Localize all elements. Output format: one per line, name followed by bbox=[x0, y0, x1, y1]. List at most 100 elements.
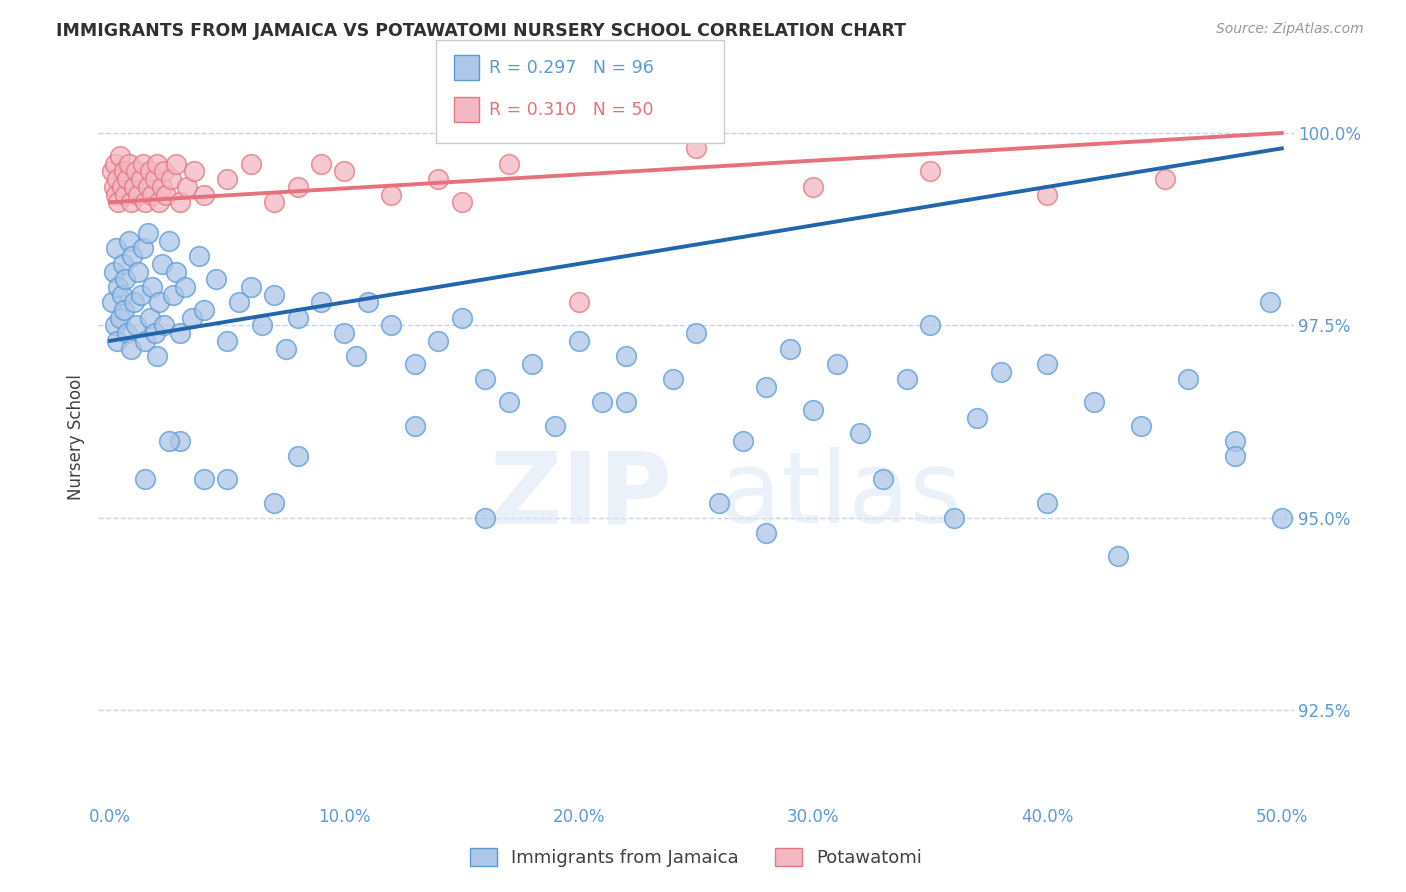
Point bbox=[105, 242, 128, 256]
Point bbox=[129, 287, 152, 301]
Point bbox=[755, 526, 778, 541]
Point bbox=[121, 249, 143, 263]
Point bbox=[120, 342, 142, 356]
Point bbox=[148, 295, 170, 310]
Point bbox=[801, 179, 824, 194]
Point bbox=[709, 495, 731, 509]
Point bbox=[825, 357, 848, 371]
Point bbox=[217, 472, 239, 486]
Point bbox=[153, 164, 176, 178]
Point bbox=[101, 295, 124, 310]
Point bbox=[685, 141, 707, 155]
Point bbox=[155, 187, 177, 202]
Point bbox=[1271, 511, 1294, 525]
Point bbox=[103, 179, 125, 194]
Point bbox=[118, 234, 141, 248]
Point bbox=[309, 295, 332, 310]
Point bbox=[146, 157, 169, 171]
Point bbox=[141, 280, 163, 294]
Point bbox=[176, 179, 198, 194]
Point bbox=[217, 334, 239, 348]
Point bbox=[120, 195, 142, 210]
Point bbox=[125, 164, 148, 178]
Point bbox=[139, 310, 162, 325]
Text: R = 0.297   N = 96: R = 0.297 N = 96 bbox=[489, 59, 654, 77]
Point bbox=[111, 179, 134, 194]
Point bbox=[160, 172, 183, 186]
Point bbox=[263, 195, 285, 210]
Point bbox=[217, 172, 239, 186]
Point bbox=[141, 187, 163, 202]
Text: Source: ZipAtlas.com: Source: ZipAtlas.com bbox=[1216, 22, 1364, 37]
Point bbox=[755, 380, 778, 394]
Point bbox=[165, 264, 187, 278]
Point bbox=[181, 310, 204, 325]
Point bbox=[115, 326, 138, 340]
Point bbox=[114, 272, 136, 286]
Point bbox=[872, 472, 894, 486]
Point bbox=[193, 472, 215, 486]
Point bbox=[357, 295, 380, 310]
Point bbox=[153, 318, 176, 333]
Point bbox=[614, 349, 637, 363]
Point bbox=[404, 418, 426, 433]
Point bbox=[239, 157, 262, 171]
Point bbox=[105, 334, 128, 348]
Point bbox=[112, 303, 135, 318]
Point bbox=[112, 257, 135, 271]
Point bbox=[380, 187, 402, 202]
Point bbox=[614, 395, 637, 409]
Point bbox=[169, 195, 191, 210]
Point bbox=[498, 157, 520, 171]
Point bbox=[1083, 395, 1105, 409]
Point bbox=[263, 495, 285, 509]
Point bbox=[474, 511, 496, 525]
Point bbox=[169, 434, 191, 448]
Point bbox=[174, 280, 197, 294]
Point bbox=[150, 179, 173, 194]
Point bbox=[105, 172, 128, 186]
Point bbox=[498, 395, 520, 409]
Point bbox=[146, 349, 169, 363]
Point bbox=[157, 234, 180, 248]
Point bbox=[165, 157, 187, 171]
Point bbox=[108, 149, 131, 163]
Point bbox=[239, 280, 262, 294]
Point bbox=[333, 164, 356, 178]
Point bbox=[1258, 295, 1281, 310]
Point bbox=[115, 172, 138, 186]
Point bbox=[132, 242, 155, 256]
Point bbox=[1036, 495, 1059, 509]
Point bbox=[896, 372, 918, 386]
Point bbox=[380, 318, 402, 333]
Point bbox=[134, 472, 156, 486]
Point bbox=[661, 372, 683, 386]
Point bbox=[801, 403, 824, 417]
Point bbox=[1223, 450, 1246, 464]
Point bbox=[920, 318, 942, 333]
Point bbox=[309, 157, 332, 171]
Point bbox=[134, 195, 156, 210]
Point bbox=[544, 418, 567, 433]
Point bbox=[193, 187, 215, 202]
Point bbox=[344, 349, 367, 363]
Point bbox=[162, 287, 184, 301]
Point bbox=[107, 195, 129, 210]
Point bbox=[450, 310, 472, 325]
Point bbox=[920, 164, 942, 178]
Point bbox=[427, 172, 450, 186]
Point bbox=[966, 410, 988, 425]
Point bbox=[105, 187, 128, 202]
Point bbox=[568, 295, 591, 310]
Point bbox=[450, 195, 472, 210]
Point bbox=[127, 264, 149, 278]
Point bbox=[274, 342, 297, 356]
Text: ZIP: ZIP bbox=[489, 447, 672, 544]
Text: atlas: atlas bbox=[720, 447, 962, 544]
Point bbox=[942, 511, 965, 525]
Text: IMMIGRANTS FROM JAMAICA VS POTAWATOMI NURSERY SCHOOL CORRELATION CHART: IMMIGRANTS FROM JAMAICA VS POTAWATOMI NU… bbox=[56, 22, 907, 40]
Point bbox=[1036, 187, 1059, 202]
Point bbox=[143, 326, 166, 340]
Point bbox=[183, 164, 205, 178]
Point bbox=[1223, 434, 1246, 448]
